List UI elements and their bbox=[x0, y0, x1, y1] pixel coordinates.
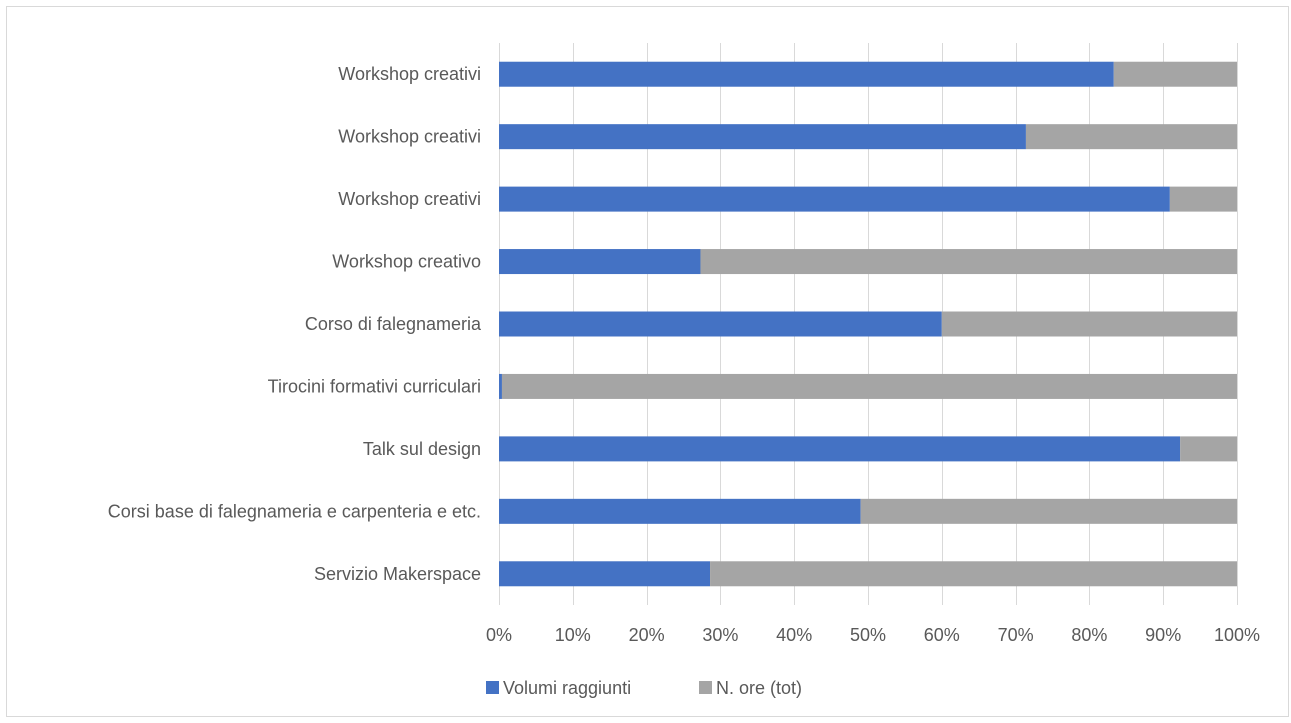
x-tick-label: 0% bbox=[486, 625, 512, 645]
category-label: Tirocini formativi curriculari bbox=[268, 376, 481, 396]
category-label: Workshop creativo bbox=[332, 252, 481, 272]
x-tick-label: 60% bbox=[924, 625, 960, 645]
legend-swatch bbox=[699, 681, 712, 694]
bar-segment-n-ore-tot bbox=[860, 498, 1237, 524]
x-axis-tick-labels: 0% 10% 20% 30% 40% 50% 60% 70% 80% 90% 100% bbox=[486, 625, 1260, 645]
bar-segment-volumi-raggiunti bbox=[499, 61, 1114, 87]
bar-segment-volumi-raggiunti bbox=[499, 373, 502, 399]
x-tick-label: 20% bbox=[629, 625, 665, 645]
category-labels: Workshop creativi Workshop creativi Worksh… bbox=[108, 64, 482, 584]
x-tick-label: 80% bbox=[1071, 625, 1107, 645]
x-tick-label: 30% bbox=[702, 625, 738, 645]
stacked-bar-chart: Workshop creativi Workshop creativi Worksh… bbox=[108, 43, 1260, 698]
bar-segment-volumi-raggiunti bbox=[499, 436, 1181, 462]
category-label: Workshop creativi bbox=[338, 127, 481, 147]
x-tick-label: 70% bbox=[998, 625, 1034, 645]
bar-segment-volumi-raggiunti bbox=[499, 124, 1026, 150]
x-tick-label: 100% bbox=[1214, 625, 1260, 645]
category-label: Workshop creativi bbox=[338, 64, 481, 84]
bar-segment-n-ore-tot bbox=[501, 373, 1237, 399]
category-label: Corso di falegnameria bbox=[305, 314, 482, 334]
chart-area: Workshop creativi Workshop creativi Worksh… bbox=[6, 6, 1289, 717]
category-label: Workshop creativi bbox=[338, 189, 481, 209]
bar-segment-volumi-raggiunti bbox=[499, 311, 942, 337]
legend: Volumi raggiunti N. ore (tot) bbox=[486, 678, 802, 698]
bar-segment-volumi-raggiunti bbox=[499, 561, 711, 587]
category-label: Servizio Makerspace bbox=[314, 564, 481, 584]
x-tick-label: 10% bbox=[555, 625, 591, 645]
legend-label: Volumi raggiunti bbox=[503, 678, 631, 698]
category-label: Talk sul design bbox=[363, 439, 481, 459]
bar-segment-n-ore-tot bbox=[1025, 124, 1237, 150]
bar-segment-n-ore-tot bbox=[941, 311, 1237, 337]
bar-segment-volumi-raggiunti bbox=[499, 186, 1170, 212]
x-tick-label: 50% bbox=[850, 625, 886, 645]
bar-segment-n-ore-tot bbox=[1169, 186, 1237, 212]
bar-segment-n-ore-tot bbox=[1113, 61, 1237, 87]
bar-segment-volumi-raggiunti bbox=[499, 498, 861, 524]
bar-segment-volumi-raggiunti bbox=[499, 249, 701, 275]
x-tick-label: 40% bbox=[776, 625, 812, 645]
x-tick-label: 90% bbox=[1145, 625, 1181, 645]
legend-label: N. ore (tot) bbox=[716, 678, 802, 698]
legend-swatch bbox=[486, 681, 499, 694]
category-label: Corsi base di falegnameria e carpenteria… bbox=[108, 501, 481, 521]
bar-segment-n-ore-tot bbox=[710, 561, 1237, 587]
bars bbox=[499, 61, 1237, 587]
bar-segment-n-ore-tot bbox=[700, 249, 1237, 275]
bar-segment-n-ore-tot bbox=[1180, 436, 1237, 462]
